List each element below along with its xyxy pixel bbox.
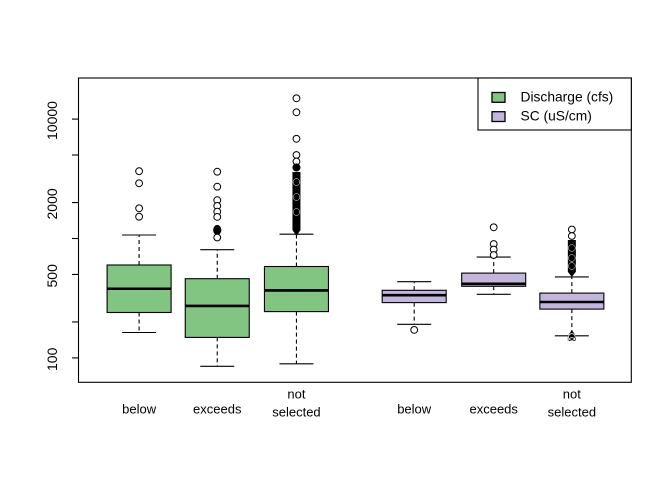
svg-text:2000: 2000 bbox=[44, 188, 60, 219]
svg-text:selected: selected bbox=[548, 404, 596, 419]
svg-text:below: below bbox=[122, 402, 157, 417]
svg-text:selected: selected bbox=[272, 404, 320, 419]
svg-text:500: 500 bbox=[44, 264, 60, 288]
svg-text:not: not bbox=[287, 387, 305, 402]
svg-text:below: below bbox=[397, 402, 432, 417]
svg-text:not: not bbox=[563, 387, 581, 402]
svg-text:SC (uS/cm): SC (uS/cm) bbox=[521, 109, 592, 124]
svg-text:Discharge (cfs): Discharge (cfs) bbox=[521, 90, 614, 105]
svg-text:exceeds: exceeds bbox=[193, 402, 242, 417]
svg-text:10000: 10000 bbox=[44, 101, 60, 140]
svg-text:exceeds: exceeds bbox=[469, 402, 518, 417]
svg-text:100: 100 bbox=[44, 347, 60, 371]
